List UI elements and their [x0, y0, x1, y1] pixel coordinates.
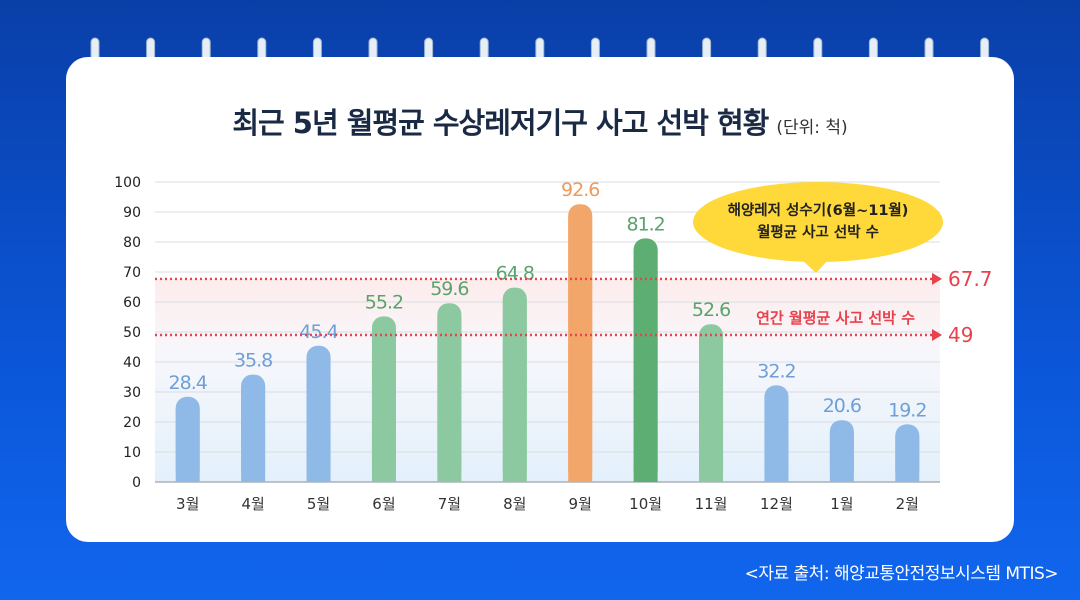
x-tick-label: 7월 [438, 495, 461, 513]
y-tick-label: 20 [123, 415, 141, 431]
data-label: 59.6 [430, 278, 468, 300]
x-tick-label: 6월 [372, 495, 395, 513]
y-tick-label: 10 [123, 445, 141, 461]
y-tick-label: 50 [123, 325, 141, 341]
bar-base [764, 397, 789, 482]
x-tick-label: 9월 [569, 495, 592, 513]
y-tick-label: 90 [123, 205, 141, 221]
data-label: 64.8 [496, 263, 534, 285]
x-tick-label: 3월 [176, 495, 199, 513]
reference-value: 49 [948, 323, 973, 347]
callout-line-2: 월평균 사고 선박 수 [757, 223, 879, 241]
y-tick-label: 100 [114, 175, 141, 191]
data-label: 92.6 [561, 179, 599, 201]
bar-base [568, 216, 593, 482]
bar-base [829, 432, 854, 482]
x-tick-label: 8월 [503, 495, 526, 513]
y-tick-label: 80 [123, 235, 141, 251]
bar-base [895, 436, 920, 482]
x-tick-label: 12월 [760, 495, 793, 513]
data-label: 55.2 [365, 291, 403, 313]
callout-shape [693, 182, 943, 262]
data-label: 45.4 [299, 321, 338, 343]
reference-value: 67.7 [948, 267, 993, 291]
chart-title: 최근 5년 월평균 수상레저기구 사고 선박 현황 [232, 106, 769, 140]
bar-base [371, 328, 396, 482]
title-area: 최근 5년 월평균 수상레저기구 사고 선박 현황 (단위: 척) [0, 100, 1080, 142]
bar-base [437, 315, 462, 482]
y-tick-label: 0 [132, 475, 141, 491]
data-label: 52.6 [692, 299, 730, 321]
bar-base [633, 250, 658, 482]
x-tick-label: 5월 [307, 495, 330, 513]
unit-label: (단위: 척) [776, 118, 848, 138]
callout-line-1: 해양레저 성수기(6월~11월) [728, 201, 909, 219]
x-tick-label: 1월 [830, 495, 853, 513]
bar-base [175, 408, 200, 482]
data-label: 35.8 [234, 350, 272, 372]
plot-background [155, 278, 940, 482]
y-tick-label: 60 [123, 295, 141, 311]
callout-bubble: 해양레저 성수기(6월~11월) 월평균 사고 선박 수 [693, 182, 943, 273]
data-label: 19.2 [888, 399, 926, 421]
reference-arrow [932, 272, 942, 285]
data-label: 28.4 [169, 372, 208, 394]
x-tick-label: 4월 [241, 495, 264, 513]
reference-text: 연간 월평균 사고 선박 수 [756, 309, 915, 327]
source-note: <자료 출처: 해양교통안전정보시스템 MTIS> [744, 564, 1059, 584]
bar-base [502, 299, 527, 482]
x-tick-label: 2월 [896, 495, 919, 513]
data-label: 20.6 [823, 395, 861, 417]
y-tick-label: 30 [123, 385, 141, 401]
reference-arrow [932, 329, 942, 341]
x-tick-label: 11월 [695, 495, 728, 513]
x-tick-label: 10월 [629, 495, 662, 513]
data-label: 81.2 [626, 213, 664, 235]
callout-tail [800, 258, 830, 273]
data-label: 32.2 [757, 360, 795, 382]
bar-base [699, 336, 724, 482]
bar-base [306, 357, 331, 482]
bar-base [241, 386, 266, 482]
y-tick-label: 70 [123, 265, 141, 281]
y-tick-label: 40 [123, 355, 141, 371]
